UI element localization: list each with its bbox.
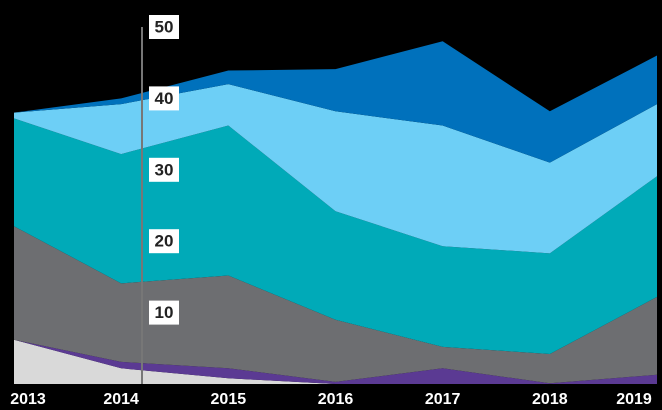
x-tick-label: 2014 <box>103 391 139 408</box>
x-tick-label: 2017 <box>425 391 461 408</box>
y-tick-label: 10 <box>155 303 174 322</box>
y-tick-label: 20 <box>155 232 174 251</box>
area <box>14 226 657 384</box>
y-tick-label: 30 <box>155 160 174 179</box>
y-tick-label: 40 <box>155 89 174 108</box>
x-tick-label: 2015 <box>211 391 247 408</box>
x-tick-label: 2013 <box>10 391 46 408</box>
area <box>14 339 657 384</box>
area <box>14 339 657 384</box>
x-tick-label: 2016 <box>318 391 354 408</box>
x-tick-label: 2019 <box>616 391 652 408</box>
y-tick-box <box>149 86 179 111</box>
area <box>14 84 657 254</box>
area <box>14 41 657 163</box>
y-tick-box <box>149 229 179 254</box>
y-tick-box <box>149 15 179 39</box>
x-tick-label: 2018 <box>532 391 568 408</box>
y-tick-label: 50 <box>155 17 174 36</box>
y-tick-box <box>149 157 179 182</box>
y-tick-box <box>149 300 179 325</box>
